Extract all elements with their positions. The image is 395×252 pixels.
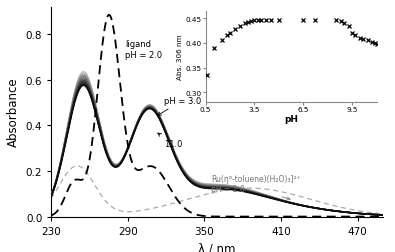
Text: ligand
pH = 2.0: ligand pH = 2.0 [125,39,162,59]
Text: pH = 3.0: pH = 3.0 [158,96,201,116]
Text: Ru(η⁶-toluene)(H₂O)₃]²⁺
pH = 2.0: Ru(η⁶-toluene)(H₂O)₃]²⁺ pH = 2.0 [211,174,301,200]
X-axis label: λ / nm: λ / nm [199,241,236,252]
Y-axis label: Absorbance: Absorbance [7,77,20,147]
Text: 11.0: 11.0 [158,134,182,148]
